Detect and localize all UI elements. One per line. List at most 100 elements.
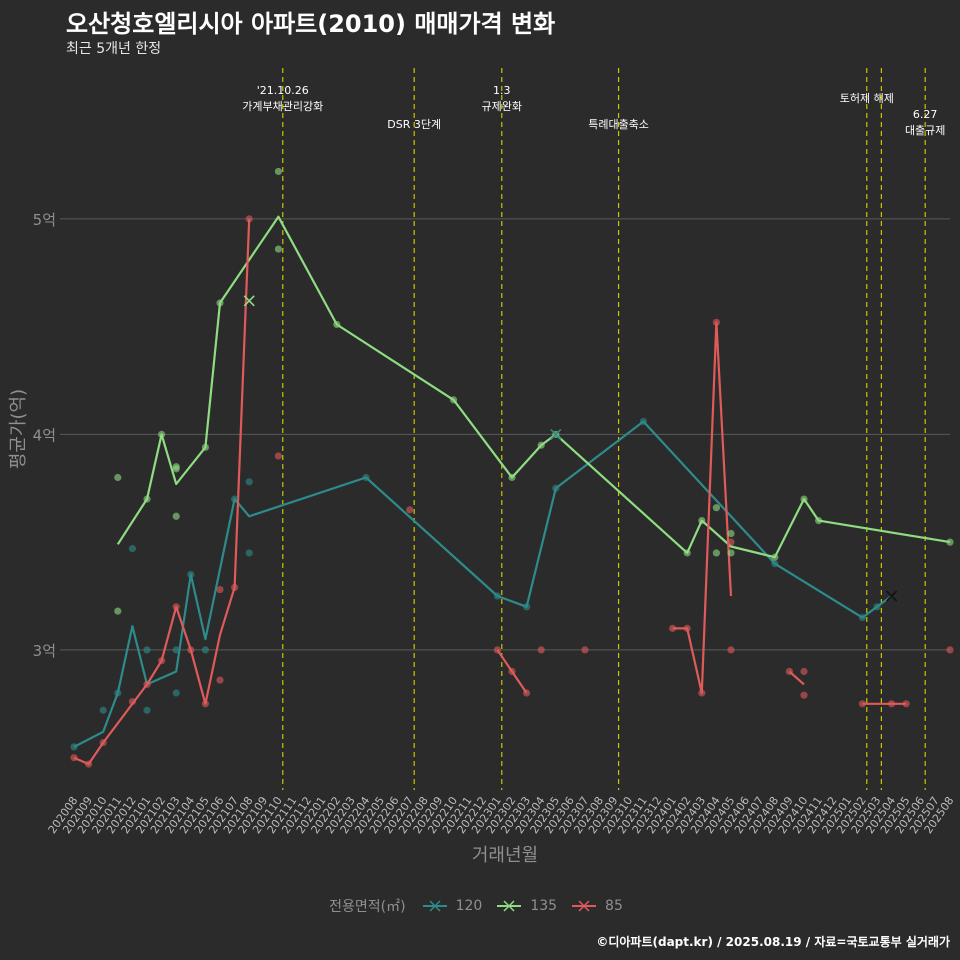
data-point-85	[406, 506, 414, 514]
data-point-85	[888, 700, 896, 708]
data-point-85	[712, 318, 721, 326]
axes: 3억4억5억평균가(억)2020082020092020102020112020…	[8, 211, 956, 866]
data-point-135	[727, 549, 735, 557]
data-point-85	[523, 689, 531, 697]
data-point-120	[639, 417, 648, 426]
data-point-85	[85, 760, 93, 768]
y-axis-title: 평균가(억)	[8, 389, 29, 469]
data-point-135	[683, 549, 691, 557]
data-point-120	[523, 603, 531, 611]
legend-key-135-icon	[497, 900, 522, 912]
data-point-135	[537, 441, 545, 449]
data-point-135	[158, 430, 166, 438]
data-point-85	[143, 680, 151, 688]
series-line-85	[73, 218, 251, 766]
data-point-85	[581, 646, 589, 654]
y-tick-label: 4억	[33, 426, 56, 444]
data-point-120	[114, 689, 122, 697]
event-label: 대출규제	[905, 124, 945, 137]
data-point-85	[187, 646, 195, 654]
data-point-135	[201, 443, 209, 451]
data-point-85	[201, 700, 209, 708]
series-line-120	[73, 420, 893, 748]
data-point-85	[99, 738, 107, 747]
data-point-120	[858, 613, 867, 622]
data-point-85	[216, 585, 224, 594]
data-point-85	[158, 657, 166, 665]
data-point-85	[858, 700, 867, 708]
data-point-135	[274, 167, 282, 176]
data-point-85	[727, 538, 735, 546]
latest-marker-120	[886, 590, 898, 602]
data-point-120	[172, 689, 180, 697]
data-point-135	[114, 473, 122, 482]
data-point-120	[99, 706, 107, 714]
legend-item-135: 135	[496, 897, 557, 915]
y-tick-label: 5억	[33, 211, 56, 229]
data-point-85	[274, 452, 282, 460]
y-tick-label: 3억	[33, 642, 56, 660]
data-point-85	[128, 698, 136, 706]
legend-title: 전용면적(㎡)	[329, 899, 406, 915]
latest-marker-120	[550, 428, 562, 440]
data-point-120	[172, 646, 180, 654]
event-label: 6.27	[913, 108, 938, 121]
event-label: 특례대출축소	[588, 118, 649, 131]
data-point-85	[946, 646, 954, 654]
data-point-85	[683, 624, 691, 632]
data-point-120	[245, 478, 253, 486]
series-markers	[243, 295, 898, 602]
legend-key-120-icon	[422, 900, 447, 912]
data-point-135	[172, 465, 180, 473]
data-point-135	[698, 516, 706, 525]
data-point-85	[669, 624, 677, 632]
data-point-85	[727, 646, 735, 654]
data-point-135	[712, 504, 721, 512]
data-point-120	[873, 603, 881, 611]
data-point-135	[815, 516, 823, 525]
data-point-135	[450, 396, 458, 404]
data-point-135	[274, 245, 282, 253]
data-point-120	[187, 570, 195, 579]
data-point-135	[800, 495, 808, 503]
data-point-135	[333, 320, 341, 329]
legend-item-85: 85	[571, 897, 623, 915]
data-point-85	[698, 689, 706, 697]
data-point-120	[143, 646, 151, 654]
data-point-120	[771, 560, 779, 568]
series-points	[70, 167, 954, 768]
data-point-120	[201, 646, 209, 654]
data-point-85	[172, 603, 180, 611]
data-point-135	[114, 607, 122, 615]
data-point-135	[216, 299, 224, 307]
data-point-85	[231, 583, 239, 592]
legend-label-85: 85	[605, 898, 623, 914]
data-point-85	[902, 700, 910, 708]
data-point-85	[508, 667, 516, 676]
latest-marker-135	[243, 295, 255, 307]
data-point-120	[143, 706, 151, 714]
event-label: '21.10.26	[257, 84, 309, 97]
data-point-120	[362, 473, 370, 482]
data-point-120	[128, 545, 136, 553]
legend-item-120: 120	[422, 897, 482, 915]
event-label: 가계부채관리강화	[242, 100, 323, 113]
series-lines	[73, 215, 951, 766]
chart-title: 오산청호엘리시아 아파트(2010) 매매가격 변화	[66, 10, 556, 38]
data-point-135	[946, 538, 954, 546]
data-point-120	[552, 484, 560, 492]
event-label: 1.3	[493, 84, 511, 97]
x-axis-title: 거래년월	[472, 845, 538, 866]
data-point-85	[493, 646, 501, 654]
data-point-120	[231, 495, 239, 503]
data-point-85	[216, 676, 224, 684]
event-label: 토허제 해제	[840, 91, 894, 105]
data-point-135	[172, 512, 180, 520]
chart-subtitle: 최근 5개년 한정	[66, 41, 162, 57]
data-point-85	[800, 691, 808, 699]
event-label: DSR 3단계	[387, 118, 441, 131]
data-point-120	[245, 549, 253, 557]
event-label: 규제완화	[482, 100, 522, 113]
